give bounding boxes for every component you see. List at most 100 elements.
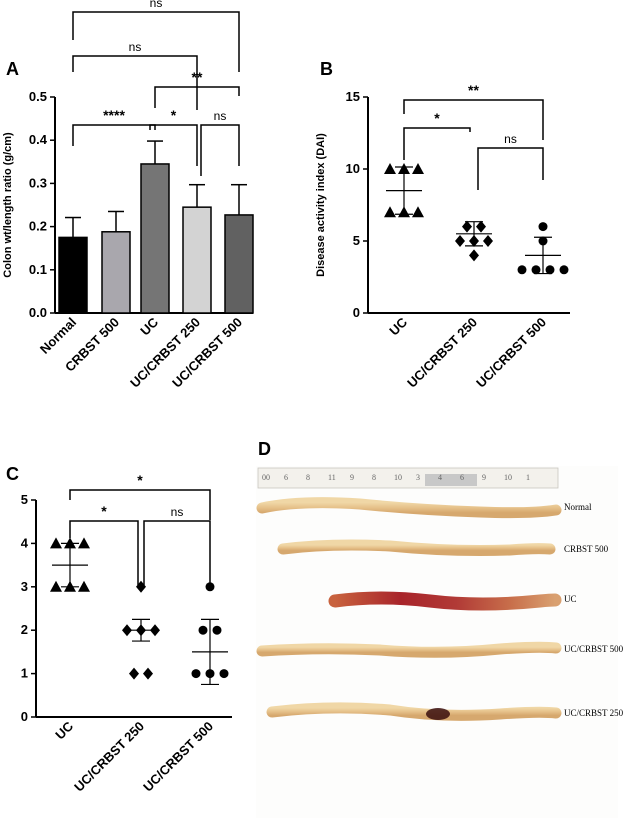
significance-label: **** xyxy=(103,107,125,123)
ruler xyxy=(257,467,559,489)
y-tick-label: 2 xyxy=(21,622,28,637)
significance-label: ns xyxy=(171,505,184,519)
y-tick-label: 0 xyxy=(353,305,360,320)
y-tick-label: 1 xyxy=(21,666,28,681)
data-point-diamond xyxy=(476,220,486,233)
data-point-circle xyxy=(545,265,555,275)
ruler-number: 6 xyxy=(284,473,288,482)
x-tick-label-uc: UC xyxy=(137,314,161,338)
y-tick-label: 10 xyxy=(346,161,360,176)
data-point-diamond xyxy=(129,667,139,680)
colon-photograph: 00 6 8 11 9 8 10 3 4 6 9 10 1 Normal CRBST 500 UC UC… xyxy=(256,466,624,818)
ruler-number: 10 xyxy=(504,473,512,482)
photo-label-normal: Normal xyxy=(564,502,592,512)
significance-bracket xyxy=(72,124,156,146)
significance-label: ** xyxy=(192,69,203,85)
ruler-number: 8 xyxy=(372,473,376,482)
ruler-number: 9 xyxy=(482,473,486,482)
data-point-circle xyxy=(205,582,215,592)
photo-label-uc: UC xyxy=(564,594,577,604)
bar-uc-crbst-250 xyxy=(182,206,212,314)
y-tick-label: 3 xyxy=(21,579,28,594)
colon-sample-uc-crbst500 xyxy=(256,641,562,658)
significance-bracket xyxy=(143,520,211,585)
panel-label-a: A xyxy=(6,59,19,79)
significance-label: * xyxy=(137,472,143,488)
data-point-diamond xyxy=(483,235,493,247)
significance-bracket xyxy=(72,55,198,110)
data-point-diamond xyxy=(455,235,465,247)
significance-bracket xyxy=(149,124,198,166)
bar-crbst-500 xyxy=(101,231,131,314)
data-point-triangle xyxy=(412,206,424,218)
significance-bracket xyxy=(403,127,471,160)
ruler-number: 11 xyxy=(328,473,336,482)
y-tick-label: 0.2 xyxy=(29,219,47,234)
significance-bracket xyxy=(200,124,240,176)
ruler-number: 8 xyxy=(306,473,310,482)
data-point-triangle xyxy=(50,537,62,549)
ruler-numbers: 00 6 8 11 9 8 10 3 4 6 9 10 1 xyxy=(262,473,530,482)
significance-bracket xyxy=(154,86,240,108)
significance-label: * xyxy=(434,110,440,126)
data-point-triangle xyxy=(50,580,62,592)
x-tick-label-uc-crbst-250: UC/CRBST 250 xyxy=(71,719,147,795)
significance-label: ns xyxy=(214,109,227,123)
x-tick-label-normal: Normal xyxy=(37,315,79,357)
significance-bracket xyxy=(69,489,211,520)
y-tick-label: 0 xyxy=(21,709,28,724)
lesion-spot xyxy=(426,708,450,720)
y-tick-label: 0.1 xyxy=(29,262,47,277)
chart-a-colon-ratio: 0.0 0.1 0.2 0.3 0.4 0.5 Colon wt/length ratio … xyxy=(2,0,254,391)
significance-bracket xyxy=(477,147,544,190)
colon-sample-uc xyxy=(328,591,562,611)
data-point-circle xyxy=(538,222,548,232)
photo-background xyxy=(256,466,618,818)
data-point-triangle xyxy=(412,163,424,174)
significance-label: ns xyxy=(129,40,142,54)
ruler-mark xyxy=(425,474,477,486)
data-point-circle xyxy=(219,669,229,679)
ruler-number: 9 xyxy=(350,473,354,482)
y-tick-label: 0.5 xyxy=(29,89,47,104)
y-tick-label: 0.3 xyxy=(29,175,47,190)
significance-label: ** xyxy=(468,82,479,98)
data-point-circle xyxy=(517,265,527,275)
panel-label-c: C xyxy=(6,464,19,484)
ruler-number: 00 xyxy=(262,473,270,482)
data-point-diamond xyxy=(462,220,472,233)
data-point-circle xyxy=(531,265,541,275)
significance-label: * xyxy=(171,107,177,123)
bar-normal xyxy=(58,236,88,314)
data-point-circle xyxy=(212,625,222,635)
data-point-triangle xyxy=(384,206,396,218)
bar-uc-crbst-500 xyxy=(224,214,254,314)
ruler-number: 3 xyxy=(416,473,420,482)
data-point-diamond xyxy=(143,667,153,680)
photo-label-uc-crbst250: UC/CRBST 250 xyxy=(564,708,624,718)
data-point-triangle xyxy=(78,580,90,592)
significance-label: ns xyxy=(504,132,517,146)
y-axis-title: Colon wt/length ratio (g/cm) xyxy=(2,132,14,278)
photo-label-crbst500: CRBST 500 xyxy=(564,544,609,554)
y-tick-label: 0.4 xyxy=(29,132,48,147)
x-tick-label-uc: UC xyxy=(52,718,76,742)
ruler-number: 6 xyxy=(460,473,464,482)
x-tick-label-uc-crbst-500: UC/CRBST 500 xyxy=(473,315,549,391)
data-point-circle xyxy=(198,625,208,635)
y-tick-label: 5 xyxy=(353,233,360,248)
data-point-triangle xyxy=(78,537,90,549)
significance-bracket xyxy=(69,520,139,585)
ruler-number: 1 xyxy=(526,473,530,482)
panel-label-d: D xyxy=(258,439,271,459)
bar-uc xyxy=(140,163,170,314)
x-tick-label-uc-crbst-500: UC/CRBST 500 xyxy=(140,719,216,795)
y-tick-label: 5 xyxy=(21,492,28,507)
y-tick-label: 0.0 xyxy=(29,305,47,320)
ruler-number: 4 xyxy=(438,473,442,482)
panel-label-b: B xyxy=(320,59,333,79)
significance-label: * xyxy=(101,503,107,519)
significance-bracket xyxy=(403,99,544,140)
